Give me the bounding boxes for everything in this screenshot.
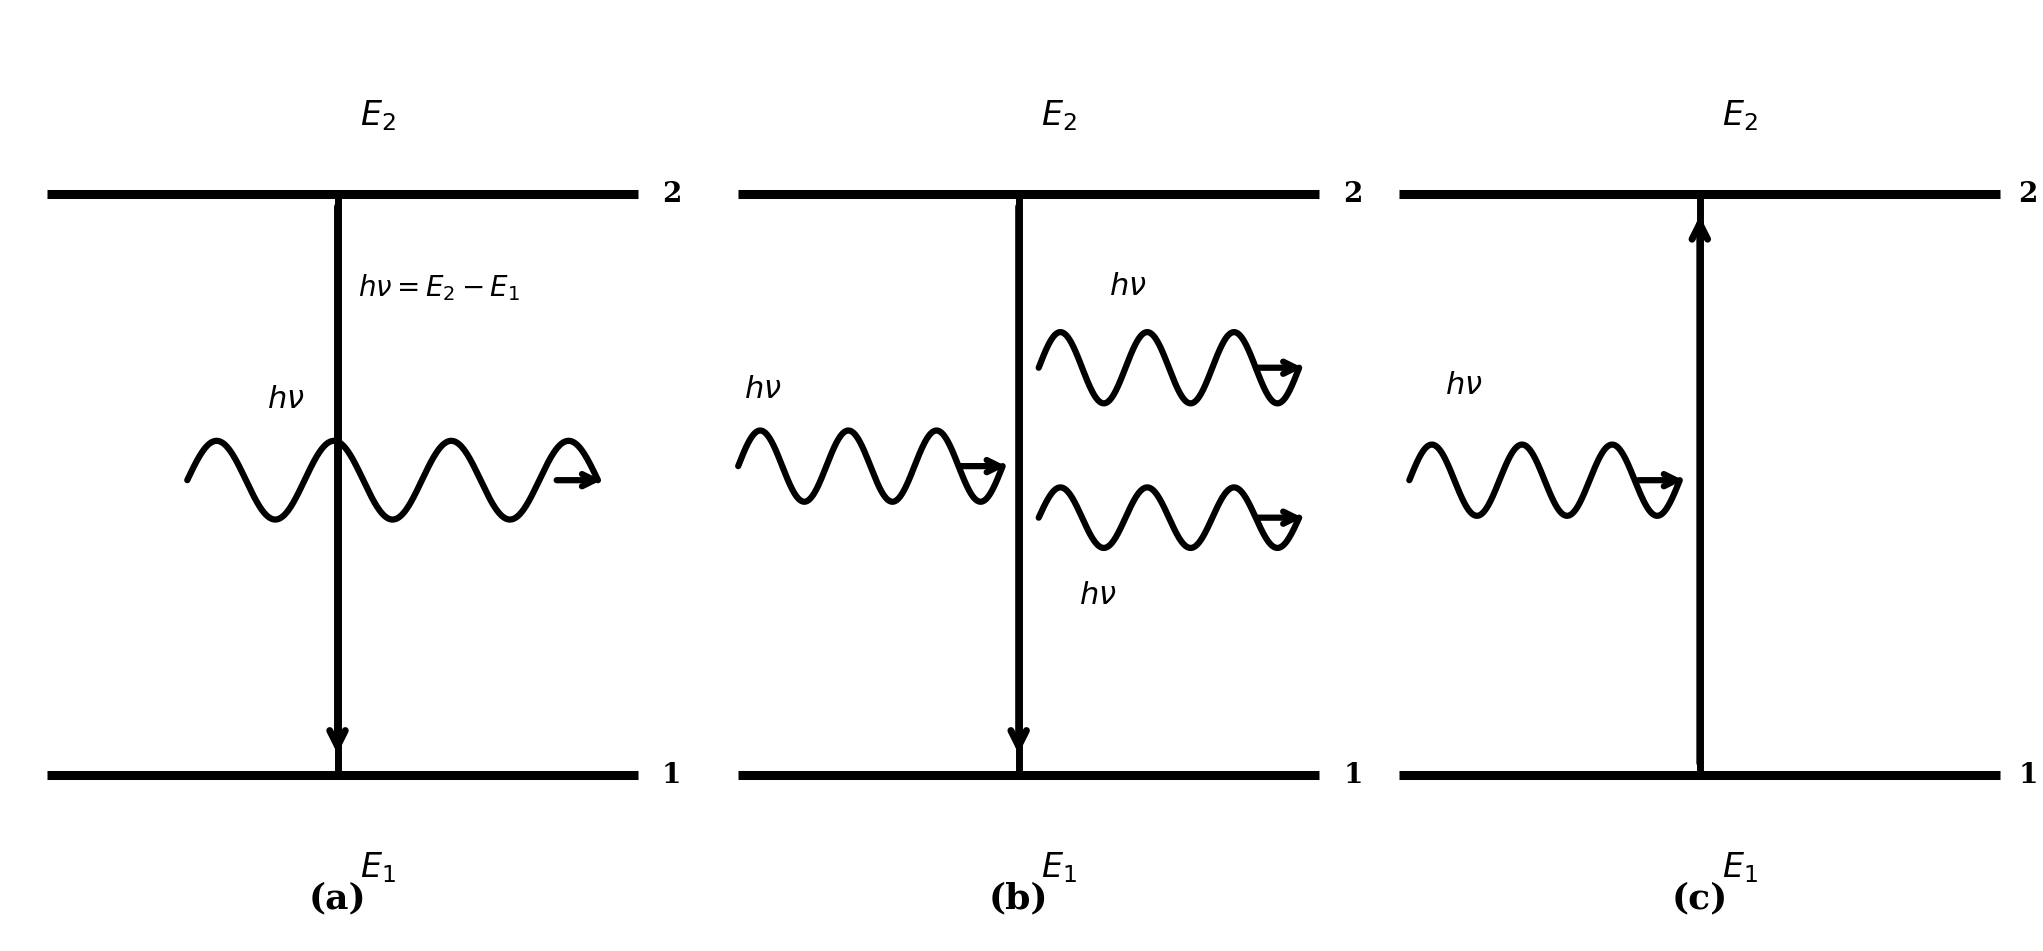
Text: $E_2$: $E_2$ <box>360 99 396 133</box>
Text: $h\nu$: $h\nu$ <box>744 374 782 405</box>
Text: $E_2$: $E_2$ <box>1040 99 1077 133</box>
Text: 2: 2 <box>662 181 682 208</box>
Text: $h\nu = E_2 - E_1$: $h\nu = E_2 - E_1$ <box>358 273 519 303</box>
Text: $h\nu$: $h\nu$ <box>1109 271 1146 302</box>
Text: $h\nu$: $h\nu$ <box>1079 580 1115 611</box>
Text: (a): (a) <box>308 882 366 916</box>
Text: $E_1$: $E_1$ <box>1722 850 1757 885</box>
Text: $h\nu$: $h\nu$ <box>1444 370 1483 400</box>
Text: $E_2$: $E_2$ <box>1722 99 1757 133</box>
Text: 1: 1 <box>662 762 682 789</box>
Text: $h\nu$: $h\nu$ <box>268 383 304 415</box>
Text: $E_1$: $E_1$ <box>1040 850 1077 885</box>
Text: (c): (c) <box>1671 882 1728 916</box>
Text: $E_1$: $E_1$ <box>360 850 396 885</box>
Text: 1: 1 <box>2018 762 2037 789</box>
Text: 1: 1 <box>1342 762 1363 789</box>
Text: (b): (b) <box>989 882 1048 916</box>
Text: 2: 2 <box>1342 181 1363 208</box>
Text: 2: 2 <box>2018 181 2037 208</box>
